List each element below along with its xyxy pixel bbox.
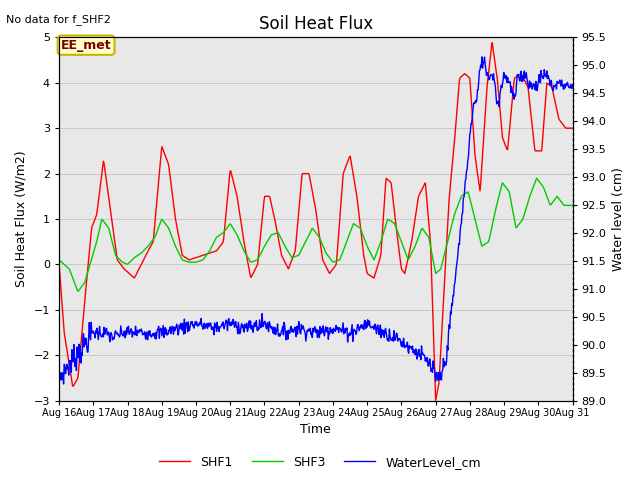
WaterLevel_cm — [445, 322, 453, 327]
SHF1 — [499, 135, 506, 141]
Y-axis label: Water level (cm): Water level (cm) — [612, 167, 625, 271]
Line: WaterLevel_cm: WaterLevel_cm — [59, 57, 573, 384]
SHF3 — [569, 203, 577, 208]
SHF1 — [367, 273, 374, 279]
SHF3 — [445, 233, 453, 239]
WaterLevel_cm — [569, 82, 577, 87]
WaterLevel_cm — [383, 334, 390, 340]
SHF3 — [367, 252, 375, 258]
Line: SHF1: SHF1 — [59, 43, 573, 400]
SHF1 — [445, 196, 453, 202]
SHF1 — [87, 236, 95, 242]
SHF3 — [88, 257, 95, 263]
WaterLevel_cm — [55, 363, 63, 369]
SHF3 — [354, 224, 362, 229]
WaterLevel_cm — [60, 381, 67, 387]
Text: EE_met: EE_met — [61, 39, 111, 52]
WaterLevel_cm — [88, 320, 95, 325]
WaterLevel_cm — [367, 325, 375, 331]
SHF3 — [498, 182, 506, 188]
SHF3 — [74, 288, 81, 294]
Text: No data for f_SHF2: No data for f_SHF2 — [6, 14, 111, 25]
SHF3 — [532, 175, 540, 181]
SHF1 — [55, 262, 63, 267]
SHF1 — [382, 175, 390, 181]
SHF1 — [488, 40, 496, 46]
Line: SHF3: SHF3 — [59, 178, 573, 291]
SHF3 — [55, 257, 63, 263]
Title: Soil Heat Flux: Soil Heat Flux — [259, 15, 373, 33]
SHF1 — [569, 125, 577, 131]
SHF1 — [353, 197, 361, 203]
WaterLevel_cm — [499, 81, 506, 87]
WaterLevel_cm — [478, 54, 486, 60]
SHF1 — [432, 397, 440, 403]
WaterLevel_cm — [354, 322, 362, 327]
Y-axis label: Soil Heat Flux (W/m2): Soil Heat Flux (W/m2) — [15, 151, 28, 288]
SHF3 — [383, 219, 390, 225]
X-axis label: Time: Time — [300, 423, 331, 436]
Legend: SHF1, SHF3, WaterLevel_cm: SHF1, SHF3, WaterLevel_cm — [154, 451, 486, 474]
